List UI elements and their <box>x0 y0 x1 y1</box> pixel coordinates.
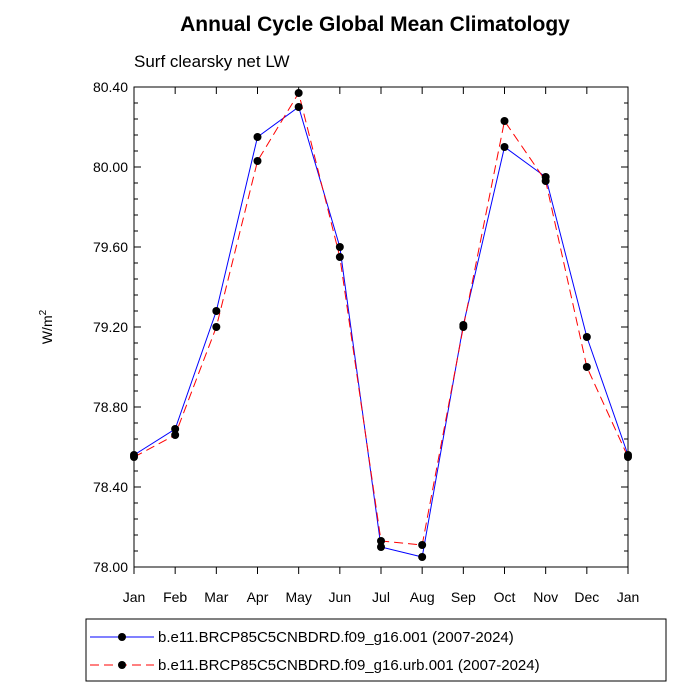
series-2-point <box>541 177 550 185</box>
y-axis-label-sup: 2 <box>38 309 49 315</box>
series-line-2 <box>133 91 629 546</box>
y-tick-label: 80.40 <box>93 79 128 95</box>
x-tick-label: Nov <box>533 589 558 605</box>
x-tick-label: Oct <box>494 589 516 605</box>
series-2-point <box>253 157 262 165</box>
axis-ticks: 78.00 78.40 78.80 79.20 79.60 80.00 80.40 Jan Fe… <box>93 79 639 605</box>
series-2-point <box>335 253 344 261</box>
svg-text:W/m2: W/m2 <box>38 309 55 344</box>
plot-frame <box>133 86 629 568</box>
y-tick-label: 79.20 <box>93 319 128 335</box>
legend-box <box>85 618 667 682</box>
series-1-point <box>253 133 262 141</box>
chart-subtitle: Surf clearsky net LW <box>134 52 290 71</box>
chart-title: Annual Cycle Global Mean Climatology <box>180 13 570 36</box>
series-1-point <box>335 243 344 251</box>
series-1-point <box>294 103 303 111</box>
y-tick-label: 78.00 <box>93 559 128 575</box>
series-1-point <box>582 333 591 341</box>
legend-marker-1 <box>118 633 126 641</box>
x-tick-label: Sep <box>451 589 476 605</box>
series-2-point <box>582 363 591 371</box>
series-2-point <box>377 537 385 545</box>
series-1-point <box>418 553 427 561</box>
series-2-point <box>624 453 632 461</box>
legend-marker-2 <box>118 661 126 669</box>
legend-label-2: b.e11.BRCP85C5CNBDRD.f09_g16.urb.001 (20… <box>158 657 540 674</box>
y-axis-label: W/m2 <box>38 309 55 344</box>
y-axis-label-base: W/m <box>39 315 55 344</box>
x-tick-label: Jul <box>372 589 390 605</box>
x-tick-label: Jan <box>123 589 146 605</box>
x-tick-label: Mar <box>204 589 228 605</box>
series-layer <box>130 89 632 561</box>
series-1-point <box>171 425 180 433</box>
x-tick-label: Dec <box>574 589 599 605</box>
series-2-point <box>459 323 468 331</box>
series-1-point <box>377 543 385 551</box>
legend: b.e11.BRCP85C5CNBDRD.f09_g16.001 (2007-2… <box>85 618 667 682</box>
x-tick-label: Feb <box>163 589 187 605</box>
series-2-point <box>130 453 138 461</box>
y-tick-label: 78.80 <box>93 399 128 415</box>
series-2-point <box>212 323 221 331</box>
y-tick-label: 80.00 <box>93 159 128 175</box>
series-2-point <box>171 431 180 439</box>
x-tick-label: Aug <box>410 589 435 605</box>
x-tick-label: May <box>285 589 311 605</box>
series-2-point <box>418 541 427 549</box>
x-tick-label: Jan <box>617 589 640 605</box>
series-1-point <box>212 307 221 315</box>
series-2-point <box>500 117 509 125</box>
x-tick-label: Apr <box>247 589 269 605</box>
series-2-point <box>294 89 303 97</box>
legend-label-1: b.e11.BRCP85C5CNBDRD.f09_g16.001 (2007-2… <box>158 629 514 646</box>
x-tick-label: Jun <box>329 589 352 605</box>
y-tick-label: 78.40 <box>93 479 128 495</box>
series-1-point <box>500 143 509 151</box>
series-line-1 <box>133 106 629 558</box>
y-tick-label: 79.60 <box>93 239 128 255</box>
